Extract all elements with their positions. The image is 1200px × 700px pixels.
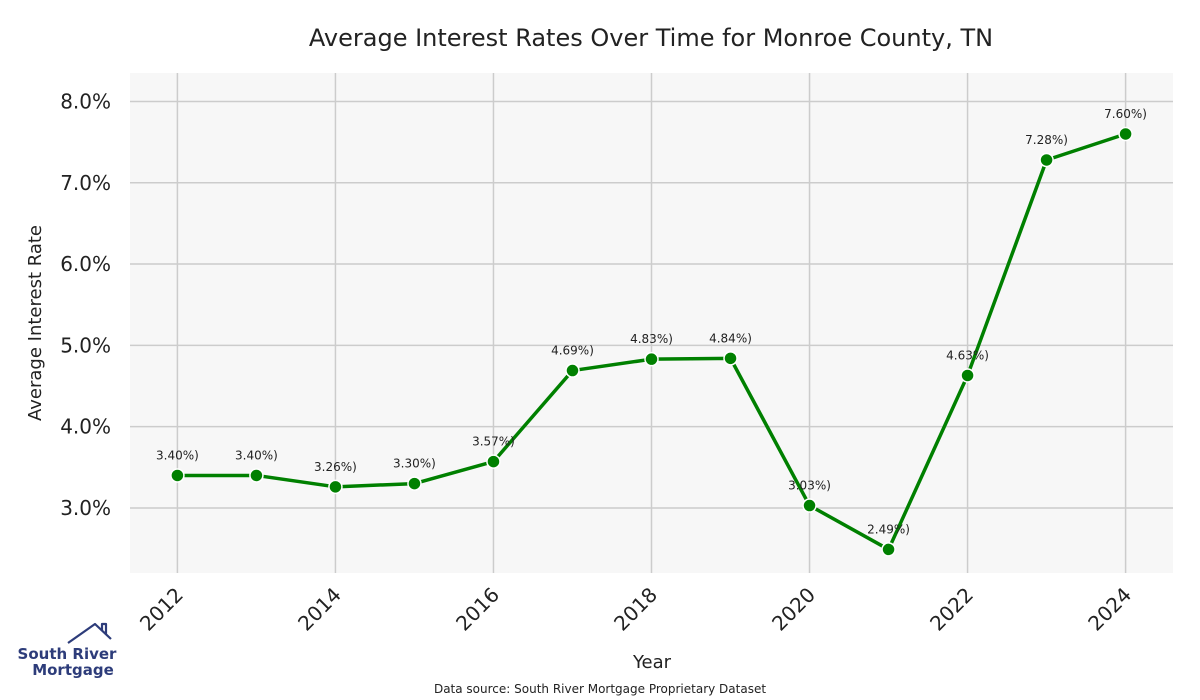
chart-title: Average Interest Rates Over Time for Mon… — [309, 24, 993, 52]
data-point — [723, 351, 738, 366]
data-source-note: Data source: South River Mortgage Propri… — [434, 682, 766, 696]
logo-text-line1: South River — [18, 645, 118, 663]
data-point — [170, 468, 185, 483]
data-point — [486, 454, 501, 469]
data-label: 4.63%) — [946, 348, 989, 362]
data-label: 4.84%) — [709, 331, 752, 345]
data-point — [328, 479, 343, 495]
data-point — [802, 498, 817, 513]
x-tick-label: 2016 — [451, 583, 504, 636]
x-tick-label: 2020 — [767, 583, 820, 636]
gridlines — [130, 73, 1173, 573]
data-point — [407, 476, 422, 491]
data-label: 7.60%) — [1104, 107, 1147, 121]
data-labels: 3.40%) 3.40%) 3.26%) 3.30%) 3.57%) 4.69%) 4.83… — [156, 107, 1147, 536]
data-point — [1118, 126, 1133, 142]
data-point — [644, 351, 659, 367]
data-points — [170, 126, 1133, 557]
data-label: 7.28%) — [1025, 133, 1068, 147]
data-label: 4.83%) — [630, 332, 673, 346]
y-tick-label: 8.0% — [60, 89, 111, 113]
logo-text-line2: Mortgage — [32, 661, 114, 679]
data-label: 3.03%) — [788, 479, 831, 493]
data-label: 4.69%) — [551, 344, 594, 358]
y-tick-label: 5.0% — [60, 333, 111, 357]
x-tick-label: 2024 — [1083, 583, 1136, 636]
x-tick-label: 2022 — [925, 583, 978, 636]
x-tick-label: 2018 — [609, 583, 662, 636]
y-axis-ticks: 3.0% 4.0% 5.0% 6.0% 7.0% 8.0% — [60, 89, 111, 520]
y-tick-label: 6.0% — [60, 252, 111, 276]
data-label: 3.57%) — [472, 435, 515, 449]
x-tick-label: 2012 — [135, 583, 188, 636]
data-label: 3.40%) — [235, 448, 278, 462]
house-roof-icon — [67, 622, 112, 644]
y-tick-label: 3.0% — [60, 496, 111, 520]
data-point — [960, 368, 975, 383]
data-label: 3.26%) — [314, 460, 357, 474]
data-label: 3.30%) — [393, 457, 436, 471]
x-axis-ticks: 2012 2014 2016 2018 2020 2022 2024 — [135, 583, 1136, 636]
y-tick-label: 7.0% — [60, 171, 111, 195]
data-label: 2.49%) — [867, 522, 910, 536]
x-axis-label: Year — [632, 652, 672, 673]
company-logo: South River Mortgage — [18, 622, 118, 679]
data-point — [249, 468, 264, 483]
data-point — [565, 363, 580, 378]
y-axis-label: Average Interest Rate — [25, 225, 46, 421]
data-point — [881, 542, 896, 557]
y-tick-label: 4.0% — [60, 415, 111, 439]
data-point — [1039, 152, 1054, 168]
x-tick-label: 2014 — [293, 583, 346, 636]
data-label: 3.40%) — [156, 448, 199, 462]
